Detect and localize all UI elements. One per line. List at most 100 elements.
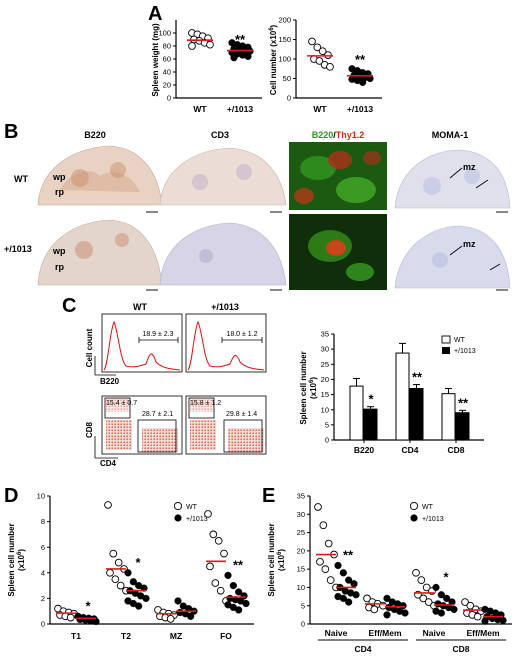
ann-mz-wt: mz <box>463 162 476 172</box>
panel-a-left-wt-point-7 <box>206 40 214 49</box>
row-label-mut: +/1013 <box>4 244 32 254</box>
panel-d-t2-mut-point-3 <box>140 584 148 592</box>
bar-ytick-label-0: 0 <box>325 436 329 445</box>
panel-e-ytick-label-7: 35 <box>297 492 305 501</box>
micrograph-merge-wt <box>289 142 387 210</box>
micrograph-b220-mut <box>37 219 163 286</box>
panel-e-eff-mem-1-mut-point-0 <box>383 594 391 603</box>
cd8-pct-wt: 15.4 ± 0.7 <box>106 400 137 407</box>
bar-b220-wt <box>349 385 364 441</box>
panel-e-naive-2-mut-point-1 <box>437 591 445 599</box>
panel-e-naive-2-mut-point-7 <box>450 605 458 613</box>
bar-ytick-label-1: 5 <box>325 420 329 429</box>
bar-legend-mut-swatch <box>442 347 450 354</box>
panel-d-ytick-label-1: 2 <box>41 594 45 603</box>
panel-e-sig-naive-0: ** <box>343 547 354 562</box>
panel-d-category-mz: MZ <box>170 631 182 641</box>
panel-e-naive-0-mut-point-7 <box>352 591 360 599</box>
group-label-cd8: CD8 <box>452 644 469 654</box>
panel-a-right-ytick-label-2: 100 <box>278 55 291 64</box>
panel-d-fo-mut-point-1 <box>229 581 237 590</box>
panel-d-t2-mut-point-0 <box>124 569 132 577</box>
panel-e-naive-0-wt-point-6 <box>326 576 335 584</box>
panel-d-t2-mut-point-1 <box>129 578 137 586</box>
panel-a-cell-number-plot: Cell number (x106) WT +/1013 ** 0 50 100 15… <box>269 16 382 114</box>
panel-e-ylabel-units: (x106) <box>277 549 286 571</box>
ann-wp-mut: wp <box>52 246 66 256</box>
panel-e-category-naive-0: Naive <box>325 628 348 638</box>
bar-legend-wt-swatch <box>441 335 451 344</box>
panel-d-t1-mut-point-7 <box>92 617 100 626</box>
annotation-arrows <box>449 167 501 271</box>
panel-d-sig-t1: * <box>85 598 91 613</box>
hist-pct-wt: 18.9 ± 2.3 <box>142 331 173 338</box>
bar-sig-cd8: ** <box>458 395 469 410</box>
bar-sig-cd4: ** <box>412 370 423 385</box>
panel-a-right-wt-point-0 <box>308 37 316 46</box>
flow-col-wt: WT <box>133 302 147 312</box>
panel-d-category-t1: T1 <box>71 631 81 641</box>
panel-a-right-ytick-label-0: 0 <box>287 94 291 103</box>
panel-label-c: C <box>62 295 76 317</box>
panel-c-bar-chart: Spleen cell number (x106) WT +/1013 0 5 10… <box>299 330 484 455</box>
panel-e-naive-2-mut-point-9 <box>437 609 445 617</box>
panel-a-left-ytick-label-0: 0 <box>167 94 171 103</box>
flow-col-mut: +/1013 <box>211 302 239 312</box>
spleen-weight-ylabel: Spleen weight (mg) <box>151 23 160 97</box>
panel-d-ytick-label-5: 10 <box>37 492 45 501</box>
micrograph-b220-wt <box>37 145 163 206</box>
panel-a-right-mut-point-10 <box>359 78 367 87</box>
hist-pct-mut: 18.0 ± 1.2 <box>226 331 257 338</box>
col-label-merge: B220/Thy1.2 <box>312 130 365 140</box>
panel-d-legend-wt-marker <box>173 501 183 511</box>
panel-d-mz-mut-point-6 <box>187 612 195 620</box>
micrograph-moma1-wt <box>394 149 511 209</box>
panel-d-fo-mut-point-0 <box>224 571 232 579</box>
panel-d-t2-wt-point-4 <box>106 568 114 577</box>
panel-a-right-wt-point-2 <box>318 47 327 56</box>
panel-label-b: B <box>4 121 18 143</box>
panel-a-left-group-wt: WT <box>193 104 207 114</box>
panel-e-eff-mem-1-wt-point-5 <box>370 605 379 614</box>
panel-e-legend-wt: WT <box>422 504 434 511</box>
panel-d-t2-mut-point-10 <box>135 602 143 610</box>
panel-label-d: D <box>4 485 18 507</box>
micrograph-cd3-mut <box>159 222 287 286</box>
panel-e-eff-mem-3-wt-point-0 <box>461 598 469 606</box>
panel-d-t2-wt-point-0 <box>104 501 112 509</box>
panel-d-ytick-label-0: 0 <box>41 620 45 629</box>
panel-d-t2-mut-point-7 <box>142 594 150 603</box>
panel-a-right-ytick-label-3: 150 <box>278 35 291 44</box>
row-label-wt: WT <box>14 174 28 184</box>
dot-axis-arrows <box>94 436 118 459</box>
panel-a-left-group-mut: +/1013 <box>227 104 254 114</box>
panel-e-eff-mem-3-wt-point-6 <box>473 612 482 621</box>
panel-e-category-eff-mem-3: Eff/Mem <box>466 628 500 638</box>
panel-e-naive-0-mut-point-9 <box>339 594 347 603</box>
panel-d-t1-wt-point-6 <box>66 613 75 622</box>
panel-d-t2-wt-point-6 <box>116 581 125 590</box>
panel-e-naive-0-mut-point-2 <box>345 576 353 584</box>
panel-e-naive-0-mut-point-0 <box>334 561 342 570</box>
panel-d-scatter: Spleen cell number (x106) WT +/1013 0 2 4 6… <box>7 492 254 641</box>
panel-e-ytick-label-4: 20 <box>297 546 305 555</box>
panel-e-ytick-label-6: 30 <box>297 510 305 519</box>
histogram-mut <box>185 313 267 373</box>
panel-d-mz-wt-point-6 <box>166 615 175 623</box>
ann-wp-wt: wp <box>52 172 66 182</box>
bar-category-b220: B220 <box>354 445 375 455</box>
panel-d-sig-fo: ** <box>233 557 244 572</box>
panel-e-naive-2-wt-point-2 <box>422 583 431 592</box>
panel-d-category-fo: FO <box>220 631 232 641</box>
panel-d-fo-wt-point-3 <box>220 549 228 558</box>
hist-xlabel: B220 <box>100 377 120 386</box>
panel-a-left-mut-point-11 <box>244 52 252 61</box>
panel-e-eff-mem-1-wt-point-0 <box>363 594 371 603</box>
histogram-wt <box>101 313 183 373</box>
panel-a-right-wt-point-7 <box>326 62 334 71</box>
panel-d-fo-wt-point-5 <box>211 579 220 587</box>
panel-d-fo-mut-point-2 <box>235 588 243 596</box>
ann-rp-wt: rp <box>55 187 65 197</box>
panel-e-ytick-label-0: 0 <box>301 620 305 629</box>
panel-e-naive-2-mut-point-0 <box>432 583 440 592</box>
